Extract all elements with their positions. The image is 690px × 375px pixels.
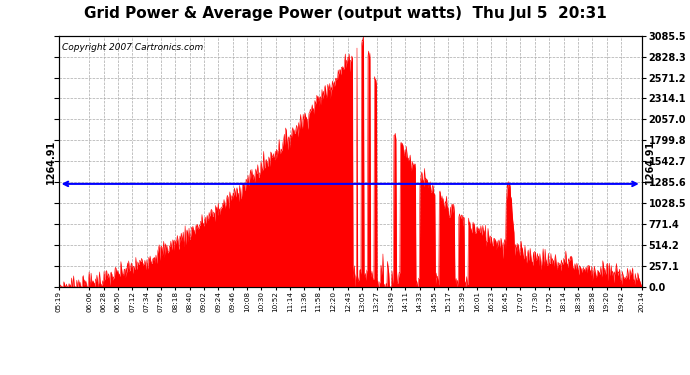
Text: Grid Power & Average Power (output watts)  Thu Jul 5  20:31: Grid Power & Average Power (output watts… bbox=[83, 6, 607, 21]
Text: 1264.91: 1264.91 bbox=[644, 140, 655, 184]
Text: 1264.91: 1264.91 bbox=[46, 140, 56, 184]
Text: Copyright 2007 Cartronics.com: Copyright 2007 Cartronics.com bbox=[61, 43, 203, 52]
